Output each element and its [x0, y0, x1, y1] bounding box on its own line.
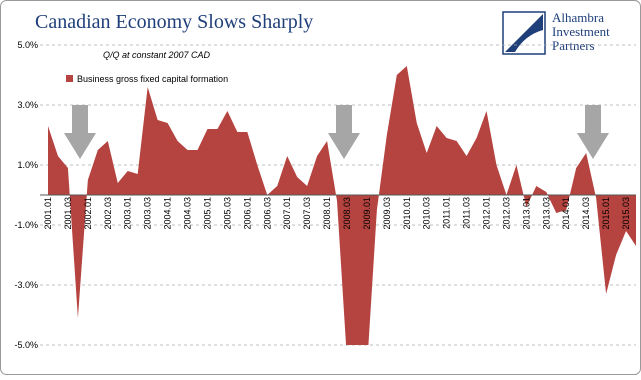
x-tick-label: 2008.03: [342, 197, 352, 230]
x-tick-label: 2002.01: [83, 197, 93, 230]
x-tick-label: 2007.01: [282, 197, 292, 230]
x-tick-label: 2007.03: [302, 197, 312, 230]
y-tick-label: 1.0%: [17, 160, 38, 170]
x-tick-label: 2010.01: [402, 197, 412, 230]
x-tick-label: 2004.03: [183, 197, 193, 230]
plot-area: -5.0% -3.0% -1.0% 1.0% 3.0% 5.0% 2001.01 2001.0…: [14, 40, 636, 350]
x-tick-label: 2005.03: [222, 197, 232, 230]
x-tick-label: 2014.01: [561, 197, 571, 230]
logo-text: Partners: [552, 38, 595, 53]
x-tick-label: 2011.01: [442, 197, 452, 229]
x-tick-label: 2001.03: [63, 197, 73, 230]
legend-label: Business gross fixed capital formation: [77, 74, 228, 84]
x-tick-label: 2015.01: [601, 197, 611, 230]
y-tick-label: -1.0%: [14, 220, 38, 230]
arrow: [64, 105, 96, 159]
area: [48, 66, 636, 345]
y-tick-label: 3.0%: [17, 100, 38, 110]
x-tick-label: 2004.01: [163, 197, 173, 230]
x-tick-label: 2001.01: [43, 197, 53, 230]
x-tick-label: 2014.03: [581, 197, 591, 230]
y-tick-label: -3.0%: [14, 280, 38, 290]
x-tick-label: 2009.03: [382, 197, 392, 230]
x-tick-label: 2008.01: [322, 197, 332, 230]
logo: Alhambra Investment Partners: [502, 10, 610, 55]
arrows: [64, 105, 609, 159]
logo-mark: [505, 14, 543, 52]
x-tick-label: 2002.03: [103, 197, 113, 230]
x-tick-label: 2006.01: [242, 197, 252, 230]
x-tick-label: 2012.01: [482, 197, 492, 230]
y-tick-label: -5.0%: [14, 340, 38, 350]
legend-swatch: [66, 75, 73, 82]
x-tick-label: 2013.03: [541, 197, 551, 230]
chart-title: Canadian Economy Slows Sharply: [35, 11, 313, 33]
x-tick-label: 2015.03: [621, 197, 631, 230]
x-tick-label: 2011.03: [462, 197, 472, 229]
x-tick-label: 2005.01: [202, 197, 212, 230]
x-tick-label: 2006.03: [262, 197, 272, 230]
logo-text: Investment: [552, 24, 610, 39]
x-tick-label: 2010.03: [422, 197, 432, 230]
logo-text: Alhambra: [552, 10, 604, 25]
subtitle: Q/Q at constant 2007 CAD: [103, 50, 211, 60]
x-tick-label: 2012.03: [501, 197, 511, 230]
x-tick-label: 2013.01: [521, 197, 531, 230]
x-tick-label: 2003.01: [123, 197, 133, 230]
arrow: [577, 105, 609, 159]
arrow: [328, 105, 360, 159]
x-tick-label: 2003.03: [143, 197, 153, 230]
y-tick-label: 5.0%: [17, 40, 38, 50]
x-tick-label: 2009.01: [362, 197, 372, 230]
